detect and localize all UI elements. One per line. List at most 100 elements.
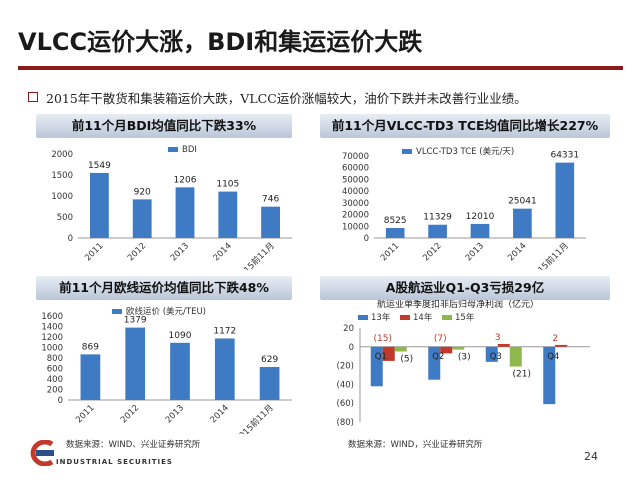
profit-bar — [370, 346, 383, 387]
bdi-xtick: 2013 — [169, 241, 191, 263]
europe-bar — [80, 354, 101, 400]
bdi-xtick: 2014 — [212, 241, 234, 263]
profit-ytick: (80) — [337, 418, 354, 428]
bullet-text: 2015年干散货和集装箱运价大跌，VLCC运价涨幅较大，油价下跌并未改善行业业绩… — [46, 91, 527, 106]
bdi-data-label: 1206 — [174, 175, 197, 185]
europe-ytick: 1000 — [41, 344, 63, 354]
profit-xtick: Q4 — [547, 352, 559, 362]
vlcc-legend-label: VLCC-TD3 TCE (美元/天) — [416, 146, 514, 157]
europe-ytick: 200 — [47, 386, 63, 396]
bdi-chart: 0 500 1000 1500 2000 1549 2011 920 2012 1206 2013 1… — [51, 145, 292, 270]
profit-bar — [394, 346, 407, 352]
shipping-profit-chart: 20 0 (20) (40) (60) (80) 航运业单季度扣非后归母净利润（亿元） 13年… — [337, 300, 590, 428]
bdi-legend-label: BDI — [182, 145, 197, 155]
profit-legend-label: 14年 — [413, 312, 433, 323]
logo-text: INDUSTRIAL SECURITIES — [56, 458, 173, 466]
profit-legend-label: 13年 — [371, 312, 391, 323]
vlcc-bar — [555, 162, 575, 238]
bdi-data-label: 1105 — [216, 180, 239, 190]
vlcc-bar — [470, 223, 490, 238]
europe-data-label: 629 — [261, 355, 278, 365]
vlcc-bar — [428, 224, 447, 238]
panel-title-bdi: 前11个月BDI均值同比下跌33% — [36, 114, 292, 138]
profit-data-label: 2 — [552, 334, 558, 344]
profit-data-label: (3) — [458, 353, 471, 363]
profit-legend-swatch — [358, 315, 368, 320]
profit-bar — [452, 346, 465, 350]
profit-bar — [382, 346, 395, 361]
bdi-ytick: 2000 — [51, 150, 73, 160]
bdi-data-label: 746 — [262, 195, 279, 205]
bdi-ytick: 500 — [57, 213, 73, 223]
europe-ytick: 1400 — [41, 323, 63, 333]
profit-subtitle: 航运业单季度扣非后归母净利润（亿元） — [377, 300, 539, 310]
bdi-bar — [175, 187, 195, 238]
profit-xtick: Q3 — [490, 352, 502, 362]
profit-data-label: (21) — [513, 370, 531, 380]
industrial-securities-logo — [30, 440, 54, 466]
bdi-bar — [132, 199, 152, 238]
profit-legend-swatch — [400, 315, 410, 320]
europe-xtick: 2013 — [164, 403, 186, 425]
vlcc-xtick: 2013 — [464, 241, 486, 263]
profit-ytick: (20) — [337, 362, 354, 372]
panel-title-europe: 前11个月欧线运价均值同比下跌48% — [36, 276, 292, 300]
profit-xtick: Q1 — [375, 352, 387, 362]
profit-ytick: (40) — [337, 380, 354, 390]
europe-ytick: 800 — [47, 354, 63, 364]
profit-legend-swatch — [442, 315, 452, 320]
vlcc-xtick: 2012 — [421, 241, 443, 263]
panel-title-vlcc: 前11个月VLCC-TD3 TCE均值同比增长227% — [320, 114, 610, 138]
vlcc-xtick: 2015前11月 — [528, 240, 571, 270]
europe-xtick: 2014 — [209, 403, 231, 425]
profit-bar — [485, 346, 498, 362]
europe-xtick: 2011 — [74, 403, 96, 425]
slide-title: VLCC运价大涨，BDI和集运运价大跌 — [18, 28, 423, 56]
profit-bar — [543, 346, 556, 405]
vlcc-ytick: 40000 — [342, 187, 369, 197]
vlcc-ytick: 0 — [364, 234, 369, 244]
vlcc-data-label: 11329 — [423, 213, 452, 223]
europe-xtick: 2012 — [119, 403, 141, 425]
source-note-left: 数据来源：WIND、兴业证券研究所 — [66, 440, 201, 450]
vlcc-legend-swatch — [402, 149, 412, 154]
vlcc-ytick: 60000 — [342, 164, 369, 174]
profit-bar — [428, 346, 441, 380]
bullet-square-icon — [28, 92, 38, 102]
profit-legend-label: 15年 — [455, 312, 475, 323]
europe-bar — [259, 366, 280, 400]
vlcc-ytick: 10000 — [342, 222, 369, 232]
profit-ytick: 0 — [349, 343, 354, 353]
bdi-ytick: 1500 — [51, 171, 73, 181]
europe-ytick: 0 — [58, 396, 63, 406]
europe-legend-label: 欧线运价 (美元/TEU) — [126, 306, 206, 317]
bdi-ytick: 0 — [68, 234, 73, 244]
profit-data-label: (5) — [400, 355, 413, 365]
europe-data-label: 1379 — [124, 316, 147, 326]
profit-bar — [509, 346, 522, 367]
vlcc-ytick: 30000 — [342, 199, 369, 209]
vlcc-ytick: 70000 — [342, 152, 369, 162]
bdi-legend-swatch — [168, 147, 178, 152]
profit-ytick: 20 — [343, 324, 354, 334]
vlcc-xtick: 2014 — [506, 241, 528, 263]
europe-ytick: 1600 — [41, 312, 63, 322]
bdi-data-label: 1549 — [88, 161, 111, 171]
title-rule — [18, 66, 623, 70]
europe-data-label: 1090 — [169, 331, 192, 341]
source-note-right: 数据来源：WIND，兴业证券研究所 — [348, 440, 483, 450]
profit-data-label: 3 — [495, 333, 501, 343]
europe-ytick: 1200 — [41, 333, 63, 343]
bdi-ytick: 1000 — [51, 192, 73, 202]
vlcc-bar — [513, 208, 532, 238]
europe-bar — [214, 338, 235, 400]
europe-xtick: 2015前11月 — [233, 402, 276, 434]
vlcc-data-label: 64331 — [550, 151, 579, 161]
bdi-xtick: 2012 — [126, 241, 148, 263]
bdi-bar — [89, 172, 109, 238]
profit-bar — [497, 343, 510, 347]
europe-bar — [170, 342, 190, 400]
profit-bar — [440, 346, 453, 354]
